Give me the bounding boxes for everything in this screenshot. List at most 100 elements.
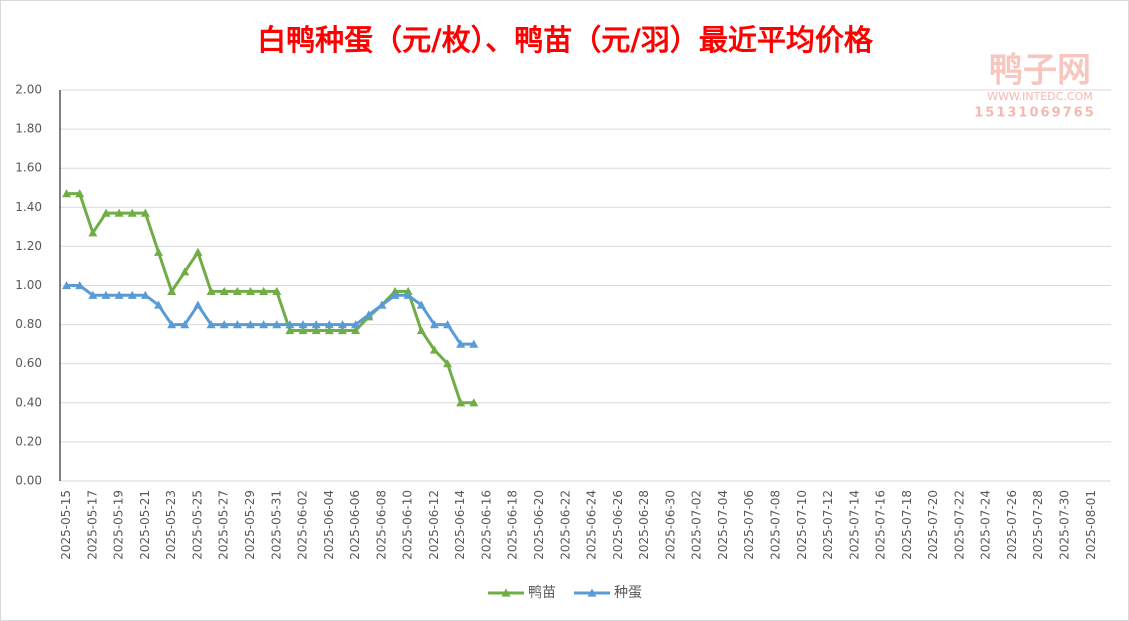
point-marker [469, 339, 479, 348]
y-tick-label: 1.00 [15, 278, 42, 292]
y-tick-label: 1.60 [15, 161, 42, 175]
point-marker [88, 228, 98, 237]
x-tick-label: 2025-07-10 [795, 490, 809, 560]
y-tick-label: 0.80 [15, 317, 42, 331]
point-marker [403, 290, 413, 299]
x-tick-label: 2025-06-12 [427, 490, 441, 560]
point-marker [232, 320, 242, 329]
point-marker [324, 320, 334, 329]
watermark: WWW.INTEDC.COM [987, 90, 1092, 103]
point-marker [272, 320, 282, 329]
point-marker [114, 290, 124, 299]
point-marker [377, 300, 387, 309]
point-marker [443, 359, 453, 368]
x-tick-label: 2025-06-06 [348, 490, 362, 560]
x-tick-label: 2025-07-04 [716, 490, 730, 560]
legend-marker [587, 588, 597, 597]
point-marker [101, 290, 111, 299]
x-tick-label: 2025-07-06 [742, 490, 756, 560]
legend-label: 鸭苗 [528, 585, 556, 601]
point-marker [154, 300, 164, 309]
point-marker [75, 281, 85, 290]
x-tick-label: 2025-07-28 [1031, 490, 1045, 560]
point-marker [167, 286, 177, 295]
point-marker [272, 286, 282, 295]
point-marker [285, 320, 295, 329]
chart-title: 白鸭种蛋（元/枚）、鸭苗（元/羽）最近平均价格 [257, 23, 874, 57]
x-tick-label: 2025-06-02 [296, 490, 310, 560]
x-tick-label: 2025-07-12 [821, 490, 835, 560]
x-tick-label: 2025-06-28 [637, 490, 651, 560]
point-marker [62, 281, 72, 290]
point-marker [364, 310, 374, 319]
x-tick-label: 2025-05-25 [190, 490, 204, 560]
point-marker [456, 339, 466, 348]
legend-item: 种蛋 [574, 585, 642, 601]
point-marker [219, 320, 229, 329]
y-tick-label: 2.00 [15, 83, 42, 97]
point-marker [206, 286, 216, 295]
point-marker [101, 208, 111, 217]
x-tick-label: 2025-05-23 [164, 490, 178, 560]
point-marker [154, 247, 164, 256]
watermark: 15131069765 [974, 106, 1096, 121]
x-tick-label: 2025-07-08 [768, 490, 782, 560]
point-marker [298, 320, 308, 329]
point-marker [337, 320, 347, 329]
point-marker [193, 300, 203, 309]
legend-item: 鸭苗 [488, 585, 556, 601]
point-marker [180, 267, 190, 276]
x-tick-label: 2025-08-01 [1084, 490, 1098, 560]
y-tick-label: 0.00 [15, 474, 42, 488]
x-tick-label: 2025-06-10 [401, 490, 415, 560]
x-tick-label: 2025-06-16 [479, 490, 493, 560]
point-marker [259, 286, 269, 295]
x-tick-label: 2025-05-29 [243, 490, 257, 560]
x-tick-label: 2025-06-22 [558, 490, 572, 560]
x-tick-label: 2025-06-18 [506, 490, 520, 560]
x-tick-label: 2025-05-21 [138, 490, 152, 560]
y-tick-label: 0.20 [15, 434, 42, 448]
point-marker [114, 208, 124, 217]
point-marker [390, 290, 400, 299]
x-tick-label: 2025-06-20 [532, 490, 546, 560]
x-tick-label: 2025-07-02 [690, 490, 704, 560]
x-tick-label: 2025-05-19 [112, 490, 126, 560]
point-marker [416, 300, 426, 309]
point-marker [429, 320, 439, 329]
point-marker [219, 286, 229, 295]
point-marker [456, 398, 466, 407]
point-marker [245, 286, 255, 295]
point-marker [180, 320, 190, 329]
point-marker [127, 208, 137, 217]
x-tick-label: 2025-05-15 [59, 490, 73, 560]
x-tick-label: 2025-07-16 [874, 490, 888, 560]
x-tick-label: 2025-06-26 [611, 490, 625, 560]
x-tick-label: 2025-07-18 [900, 490, 914, 560]
x-tick-label: 2025-05-31 [269, 490, 283, 560]
point-marker [62, 189, 72, 198]
point-marker [206, 320, 216, 329]
y-tick-label: 1.80 [15, 122, 42, 136]
point-marker [337, 325, 347, 335]
point-marker [469, 398, 479, 407]
x-tick-label: 2025-07-30 [1058, 490, 1072, 560]
y-tick-label: 1.40 [15, 200, 42, 214]
point-marker [232, 286, 242, 295]
point-marker [285, 325, 295, 335]
point-marker [259, 320, 269, 329]
y-tick-label: 1.20 [15, 239, 42, 253]
point-marker [311, 325, 321, 335]
y-tick-label: 0.40 [15, 395, 42, 409]
point-marker [193, 247, 203, 256]
x-tick-label: 2025-06-24 [585, 490, 599, 560]
legend-label: 种蛋 [614, 585, 642, 601]
point-marker [75, 189, 85, 198]
x-tick-label: 2025-05-27 [217, 490, 231, 560]
point-marker [311, 320, 321, 329]
x-tick-label: 2025-05-17 [85, 490, 99, 560]
legend-marker [501, 588, 511, 597]
point-marker [167, 320, 177, 329]
